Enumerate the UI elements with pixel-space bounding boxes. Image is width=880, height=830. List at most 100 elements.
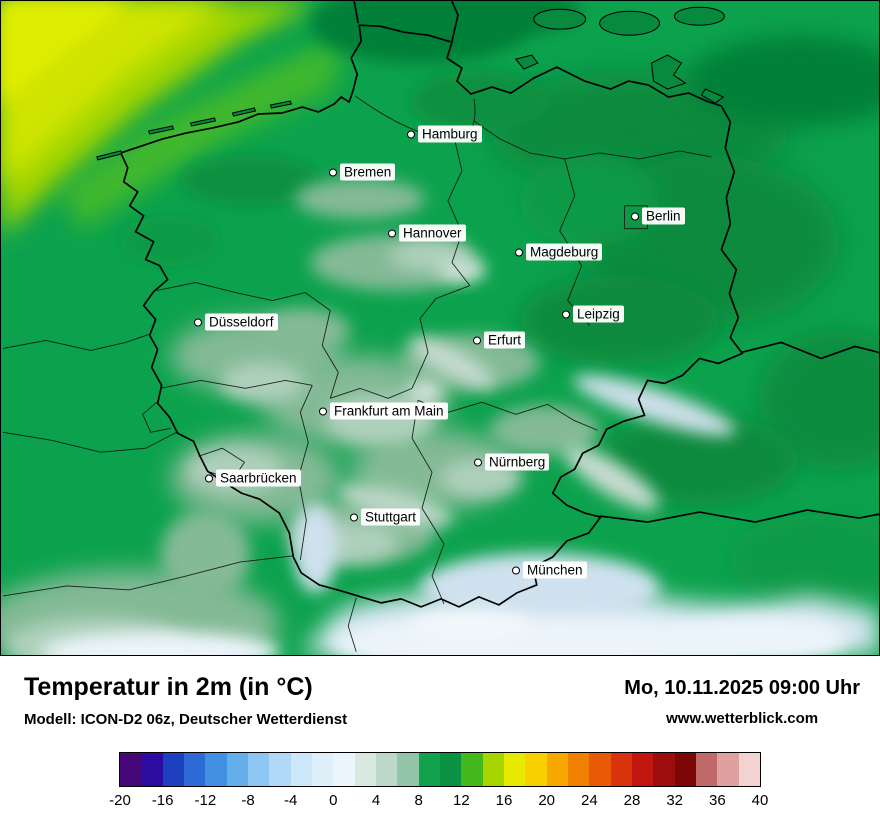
model-info: Modell: ICON-D2 06z, Deutscher Wetterdie… (24, 710, 348, 728)
city-dot (515, 248, 523, 256)
legend-cell (631, 752, 654, 786)
legend-bar (119, 751, 761, 787)
legend-cell (226, 752, 248, 786)
footer: Temperatur in 2m (in °C) Modell: ICON-D2… (0, 656, 880, 728)
city-marker-stuttgart: Stuttgart (350, 508, 421, 526)
city-label: Leipzig (573, 305, 624, 323)
state-borders (2, 95, 712, 652)
city-dot (474, 458, 482, 466)
city-label: Nürnberg (485, 453, 550, 471)
city-label: Saarbrücken (216, 469, 301, 487)
city-marker-hamburg: Hamburg (407, 125, 482, 143)
legend-cell (354, 752, 376, 786)
temperature-map (1, 1, 879, 655)
legend-cell (418, 752, 440, 786)
city-marker-n-rnberg: Nürnberg (474, 453, 550, 471)
city-label: Hannover (399, 224, 466, 242)
legend-tick-label: 0 (329, 791, 338, 809)
legend-cell (738, 752, 760, 786)
legend: -20 -16 -12 -8 -4 0 4 8 12 16 20 24 28 32 36 40 (0, 751, 880, 812)
city-marker-magdeburg: Magdeburg (515, 243, 603, 261)
city-marker-frankfurt-am-main: Frankfurt am Main (319, 402, 448, 420)
legend-cell (311, 752, 334, 786)
city-marker-hannover: Hannover (388, 224, 466, 242)
legend-tick-label: -12 (194, 791, 217, 809)
city-dot (407, 130, 415, 138)
legend-cell (653, 752, 675, 786)
city-marker-saarbr-cken: Saarbrücken (205, 469, 301, 487)
city-dot (512, 566, 520, 574)
legend-tick-label: 12 (452, 791, 470, 809)
city-label: Düsseldorf (205, 313, 278, 331)
legend-cell (567, 752, 590, 786)
footer-left: Temperatur in 2m (in °C) Modell: ICON-D2… (24, 673, 348, 728)
islands (96, 6, 725, 161)
city-dot (350, 513, 358, 521)
legend-ticks: -20 -16 -12 -8 -4 0 4 8 12 16 20 24 28 32 36 40 (109, 790, 768, 812)
legend-cell (333, 752, 355, 786)
city-label: Stuttgart (361, 508, 421, 526)
legend-tick-label: 28 (623, 791, 641, 809)
legend-cell (482, 752, 504, 786)
legend-cell (461, 752, 483, 786)
temperature-field (1, 1, 879, 655)
city-label: Hamburg (418, 125, 482, 143)
city-dot (388, 229, 396, 237)
city-label: Erfurt (484, 331, 526, 349)
legend-cell (205, 752, 227, 786)
legend-cell (162, 752, 184, 786)
footer-right: Mo, 10.11.2025 09:00 Uhr www.wetterblick… (624, 674, 860, 727)
city-marker-m-nchen: München (512, 561, 587, 579)
legend-tick-label: 16 (495, 791, 513, 809)
city-dot (319, 407, 327, 415)
legend-tick-label: -4 (283, 791, 298, 809)
legend-tick-label: -20 (109, 791, 131, 809)
legend-cell (674, 752, 696, 786)
city-label: Bremen (340, 163, 396, 181)
legend-cell (717, 752, 739, 786)
legend-cell (610, 752, 632, 786)
country-borders (119, 1, 879, 608)
legend-tick-label: 32 (666, 791, 683, 809)
legend-tick-label: 36 (708, 791, 726, 809)
city-dot (631, 212, 639, 220)
city-marker-erfurt: Erfurt (473, 331, 526, 349)
legend-tick-label: -8 (241, 791, 255, 809)
city-marker-d-sseldorf: Düsseldorf (194, 313, 278, 331)
city-label: Berlin (642, 207, 685, 225)
legend-cell (695, 752, 718, 786)
legend-cell (141, 752, 163, 786)
city-dot (205, 474, 213, 482)
legend-cell (269, 752, 291, 786)
city-label: München (523, 561, 587, 579)
legend-cell (503, 752, 526, 786)
website-url: www.wetterblick.com (666, 710, 819, 727)
city-marker-berlin: Berlin (631, 207, 685, 225)
city-marker-bremen: Bremen (329, 163, 396, 181)
city-label: Magdeburg (526, 243, 603, 261)
page-title: Temperatur in 2m (in °C) (24, 673, 313, 701)
forecast-datetime: Mo, 10.11.2025 09:00 Uhr (624, 677, 860, 699)
city-label: Frankfurt am Main (330, 402, 448, 420)
city-marker-leipzig: Leipzig (562, 305, 624, 323)
legend-tick-label: 20 (538, 791, 555, 809)
map-frame: Hamburg Bremen Hannover Berlin Magdeburg Düss… (0, 0, 880, 656)
legend-cell (247, 752, 270, 786)
legend-tick-label: 4 (371, 791, 381, 809)
legend-cell (525, 752, 547, 786)
city-layer: Hamburg Bremen Hannover Berlin Magdeburg Düss… (1, 1, 879, 655)
legend-tick-label: 40 (751, 791, 769, 809)
legend-cell (439, 752, 462, 786)
city-dot (562, 310, 570, 318)
legend-tick-label: 8 (414, 791, 423, 809)
legend-tick-label: -16 (151, 791, 174, 809)
city-dot (329, 168, 337, 176)
legend-cell (183, 752, 206, 786)
legend-cell (397, 752, 419, 786)
legend-cell (290, 752, 312, 786)
legend-cell (375, 752, 398, 786)
city-dot (194, 318, 202, 326)
city-dot (473, 336, 481, 344)
legend-tick-label: 24 (580, 791, 598, 809)
legend-cell (589, 752, 611, 786)
